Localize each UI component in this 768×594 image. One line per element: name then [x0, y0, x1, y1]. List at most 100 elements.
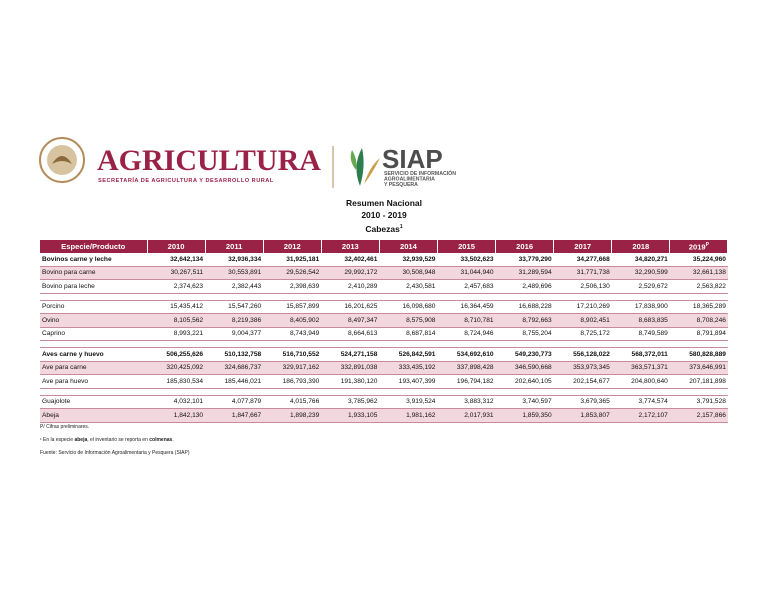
table-row: Caprino 8,993,221 9,004,377 8,743,949 8,664,…: [40, 327, 728, 341]
cell: 8,497,347: [321, 313, 380, 328]
cell: 17,210,269: [553, 300, 612, 314]
note-text: .: [172, 437, 174, 443]
cell: 35,224,960: [669, 253, 728, 267]
cell: 191,380,120: [321, 374, 380, 389]
table-row: Ave para huevo 185,830,534 185,446,021 186,…: [40, 374, 728, 389]
note-text: Fuente: Servicio de Información Agroalim…: [40, 450, 190, 456]
cell: 2,410,289: [321, 279, 380, 294]
cell: 2,382,443: [205, 279, 264, 294]
cell: 30,267,511: [147, 266, 206, 280]
title: Resumen Nacional 2010 - 2019 Cabezas1: [0, 197, 768, 235]
row-label: Ave para carne: [40, 361, 147, 375]
cell: 8,792,663: [495, 313, 554, 328]
row-label: Bovino para leche: [40, 279, 147, 294]
cell: 534,692,610: [437, 347, 496, 362]
cell: 16,201,625: [321, 300, 380, 314]
note-text: P/ Cifras preliminares.: [40, 424, 90, 430]
cell: 4,077,879: [205, 395, 264, 409]
table-row: Guajolote 4,032,101 4,077,879 4,015,766 3,78…: [40, 395, 728, 409]
note-ref: P: [705, 241, 710, 248]
unit: Cabezas: [365, 223, 400, 234]
cell: 8,710,781: [437, 313, 496, 328]
cell: 8,575,908: [379, 313, 438, 328]
cell: 8,405,902: [263, 313, 322, 328]
cell: 8,902,451: [553, 313, 612, 328]
cell: 32,642,134: [147, 253, 206, 267]
column-header: 2015: [437, 240, 497, 253]
table-row: Ave para carne 320,425,092 324,686,737 329,…: [40, 361, 728, 375]
cell: 8,664,613: [321, 327, 380, 341]
table-row: Aves carne y huevo 506,255,626 510,132,758…: [40, 347, 728, 362]
table-row: Bovino para leche 2,374,623 2,382,443 2,398…: [40, 279, 728, 294]
column-label: Especie/Producto: [61, 242, 126, 251]
siap-logo: SIAP: [382, 144, 443, 174]
cell: 3,740,597: [495, 395, 554, 409]
table-row: Porcino 15,435,412 15,547,260 15,857,899 16,…: [40, 300, 728, 314]
cell: 373,646,991: [669, 361, 728, 375]
agency-name: AGRICULTURA: [97, 144, 321, 177]
column-label: 2019: [688, 242, 706, 252]
cell: 31,771,738: [553, 266, 612, 280]
siap-emblem: [350, 148, 380, 186]
spacer-row: [40, 340, 728, 348]
cell: 1,981,162: [379, 408, 438, 423]
column-header: 2017: [553, 240, 613, 253]
title-line: Resumen Nacional: [345, 198, 423, 208]
cell: 1,859,350: [495, 408, 554, 423]
row-label: Abeja: [40, 408, 147, 423]
row-label: Ovino: [40, 313, 147, 328]
column-header: 2018: [611, 240, 671, 253]
column-label: 2017: [574, 242, 592, 251]
cell: 333,435,192: [379, 361, 438, 375]
cell: 524,271,158: [321, 347, 380, 362]
column-header: 2019P: [669, 240, 729, 253]
cell: 2,489,696: [495, 279, 554, 294]
cell: 186,793,390: [263, 374, 322, 389]
cell: 18,365,289: [669, 300, 728, 314]
note-text: ¹ En la especie: [40, 437, 75, 443]
cell: 329,917,162: [263, 361, 322, 375]
cell: 549,230,773: [495, 347, 554, 362]
cell: 32,939,529: [379, 253, 438, 267]
cell: 8,708,246: [669, 313, 728, 328]
cell: 1,898,239: [263, 408, 322, 423]
cell: 353,973,345: [553, 361, 612, 375]
cell: 8,755,204: [495, 327, 554, 341]
spacer: [40, 388, 728, 396]
column-header: 2013: [321, 240, 380, 253]
cell: 16,364,459: [437, 300, 496, 314]
cell: 332,891,038: [321, 361, 380, 375]
row-label: Bovino para carne: [40, 266, 147, 280]
cell: 3,785,962: [321, 395, 380, 409]
row-label: Bovinos carne y leche: [40, 253, 147, 267]
cell: 2,017,931: [437, 408, 496, 423]
cell: 346,590,668: [495, 361, 554, 375]
row-label: Aves carne y huevo: [40, 347, 147, 362]
row-label: Guajolote: [40, 395, 147, 409]
column-header: 2012: [263, 240, 322, 253]
cell: 3,679,365: [553, 395, 612, 409]
cell: 8,749,589: [611, 327, 670, 341]
note: Fuente: Servicio de Información Agroalim…: [40, 450, 190, 456]
cell: 8,724,946: [437, 327, 496, 341]
cell: 8,993,221: [147, 327, 206, 341]
table-row: Abeja 1,842,130 1,847,667 1,898,239 1,933,10…: [40, 408, 728, 423]
column-label: 2015: [458, 242, 475, 251]
cell: 4,015,766: [263, 395, 322, 409]
cell: 2,430,581: [379, 279, 438, 294]
cell: 204,800,640: [611, 374, 670, 389]
column-header: 2010: [147, 240, 206, 253]
cell: 30,508,948: [379, 266, 438, 280]
cell: 526,842,591: [379, 347, 438, 362]
cell: 2,457,683: [437, 279, 496, 294]
cell: 34,277,668: [553, 253, 612, 267]
cell: 510,132,758: [205, 347, 264, 362]
cell: 516,710,552: [263, 347, 322, 362]
cell: 31,044,940: [437, 266, 496, 280]
cell: 580,828,889: [669, 347, 728, 362]
cell: 34,820,271: [611, 253, 670, 267]
cell: 324,686,737: [205, 361, 264, 375]
title-line: 2010 - 2019: [361, 210, 407, 220]
cell: 15,857,899: [263, 300, 322, 314]
